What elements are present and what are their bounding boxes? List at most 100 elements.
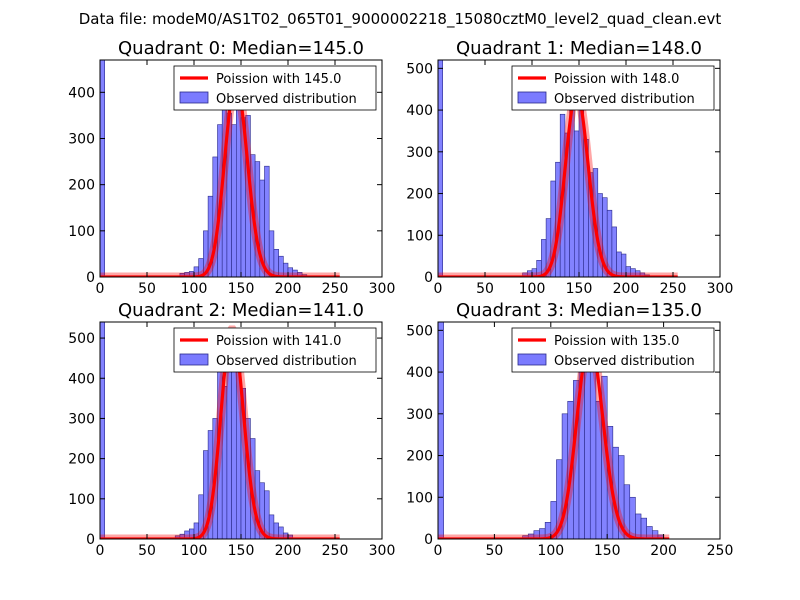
legend-bar-swatch — [517, 353, 547, 366]
y-tick-label: 400 — [68, 85, 95, 101]
y-tick-label: 400 — [406, 365, 433, 381]
y-tick-label: 500 — [68, 331, 95, 347]
y-tick-label: 300 — [68, 131, 95, 147]
poisson-line-halo — [100, 325, 340, 539]
legend-label-observed: Observed distribution — [216, 92, 357, 107]
y-tick-label: 200 — [406, 187, 433, 203]
legend: Poission with 145.0 Observed distribution — [173, 65, 377, 111]
poisson-line — [438, 341, 670, 539]
x-tick-label: 250 — [707, 543, 734, 559]
y-tick-label: 100 — [68, 492, 95, 508]
y-tick-label: 0 — [424, 270, 433, 286]
y-tick-label: 100 — [68, 224, 95, 240]
x-tick-label: 250 — [322, 543, 349, 559]
x-tick-label: 200 — [275, 543, 302, 559]
histogram-bar — [589, 367, 597, 539]
poisson-line — [438, 91, 679, 277]
histogram-bar — [438, 60, 443, 277]
y-tick-label: 0 — [86, 270, 95, 286]
legend-bar-swatch — [517, 91, 547, 104]
histogram-bar — [231, 357, 237, 539]
histogram-bar — [620, 253, 627, 277]
poisson-line-halo — [438, 88, 678, 277]
x-tick-label: 50 — [138, 543, 156, 559]
x-tick-label: 150 — [566, 281, 593, 297]
poisson-line — [100, 81, 341, 277]
x-tick-label: 200 — [650, 543, 677, 559]
legend-label-poisson: Poission with 135.0 — [554, 334, 679, 349]
y-tick-label: 200 — [68, 178, 95, 194]
histogram-bar — [438, 322, 444, 539]
histogram-bar — [226, 365, 232, 539]
y-tick-label: 100 — [406, 228, 433, 244]
y-tick-label: 500 — [406, 61, 433, 77]
quadrant-1-chart: Quadrant 1: Median=148.0 0 50 100 150 200 250 3… — [406, 38, 733, 297]
y-tick-label: 300 — [406, 145, 433, 161]
y-tick-label: 0 — [86, 532, 95, 548]
x-tick-label: 250 — [660, 281, 687, 297]
x-tick-label: 300 — [369, 281, 396, 297]
x-tick-label: 100 — [181, 543, 208, 559]
y-tick-label: 100 — [406, 490, 433, 506]
x-tick-label: 50 — [485, 543, 503, 559]
histogram-bar — [100, 322, 105, 539]
x-tick-label: 150 — [228, 281, 255, 297]
quadrant-0-chart: Quadrant 0: Median=145.0 0 50 100 150 200 250 3… — [68, 38, 395, 297]
x-tick-label: 100 — [537, 543, 564, 559]
legend: Poission with 148.0 Observed distribution — [511, 65, 715, 111]
x-tick-label: 0 — [434, 543, 443, 559]
plot-area — [100, 322, 341, 539]
x-tick-label: 100 — [181, 281, 208, 297]
y-tick-label: 300 — [406, 407, 433, 423]
y-tick-label: 200 — [406, 449, 433, 465]
legend-label-observed: Observed distribution — [554, 92, 695, 107]
plot-area — [438, 60, 679, 277]
x-tick-label: 100 — [519, 281, 546, 297]
y-tick-label: 400 — [68, 371, 95, 387]
x-tick-label: 0 — [96, 543, 105, 559]
legend-label-poisson: Poission with 141.0 — [216, 334, 341, 349]
x-tick-label: 200 — [613, 281, 640, 297]
x-tick-label: 50 — [476, 281, 494, 297]
y-tick-label: 400 — [406, 103, 433, 119]
x-tick-label: 50 — [138, 281, 156, 297]
y-tick-label: 0 — [424, 532, 433, 548]
legend: Poission with 141.0 Observed distribution — [173, 327, 377, 373]
legend-label-observed: Observed distribution — [554, 354, 695, 369]
x-tick-label: 150 — [594, 543, 621, 559]
poisson-line-halo — [438, 338, 670, 539]
legend-label-poisson: Poission with 148.0 — [554, 72, 679, 87]
y-tick-label: 500 — [406, 323, 433, 339]
legend: Poission with 135.0 Observed distribution — [511, 327, 715, 373]
legend-bar-swatch — [179, 91, 209, 104]
legend-label-poisson: Poission with 145.0 — [216, 72, 341, 87]
x-tick-label: 0 — [96, 281, 105, 297]
y-tick-label: 300 — [68, 411, 95, 427]
figure-title: Data file: modeM0/AS1T02_065T01_90000022… — [79, 10, 722, 29]
quadrant-2-chart: Quadrant 2: Median=141.0 0 50 100 150 200 250 3… — [68, 300, 395, 559]
plot-area — [100, 60, 341, 277]
x-tick-label: 250 — [322, 281, 349, 297]
x-tick-label: 300 — [707, 281, 734, 297]
x-tick-label: 150 — [228, 543, 255, 559]
poisson-line — [100, 328, 341, 539]
axes-frame — [437, 321, 721, 540]
histogram-bar — [573, 130, 580, 277]
legend-bar-swatch — [179, 353, 209, 366]
x-tick-label: 300 — [369, 543, 396, 559]
chart-title: Quadrant 3: Median=135.0 — [456, 300, 702, 321]
chart-title: Quadrant 2: Median=141.0 — [118, 300, 364, 321]
legend-label-observed: Observed distribution — [216, 354, 357, 369]
x-tick-label: 0 — [434, 281, 443, 297]
poisson-line-halo — [100, 78, 340, 277]
x-tick-label: 200 — [275, 281, 302, 297]
histogram-bar — [100, 60, 105, 277]
histogram-bar — [611, 226, 617, 277]
chart-title: Quadrant 0: Median=145.0 — [118, 38, 364, 59]
quadrant-3-chart: Quadrant 3: Median=135.0 0 50 100 150 200 250 0… — [406, 300, 733, 559]
y-tick-label: 200 — [68, 452, 95, 468]
chart-title: Quadrant 1: Median=148.0 — [456, 38, 702, 59]
plot-area — [438, 322, 670, 539]
histogram-bar — [231, 124, 237, 277]
